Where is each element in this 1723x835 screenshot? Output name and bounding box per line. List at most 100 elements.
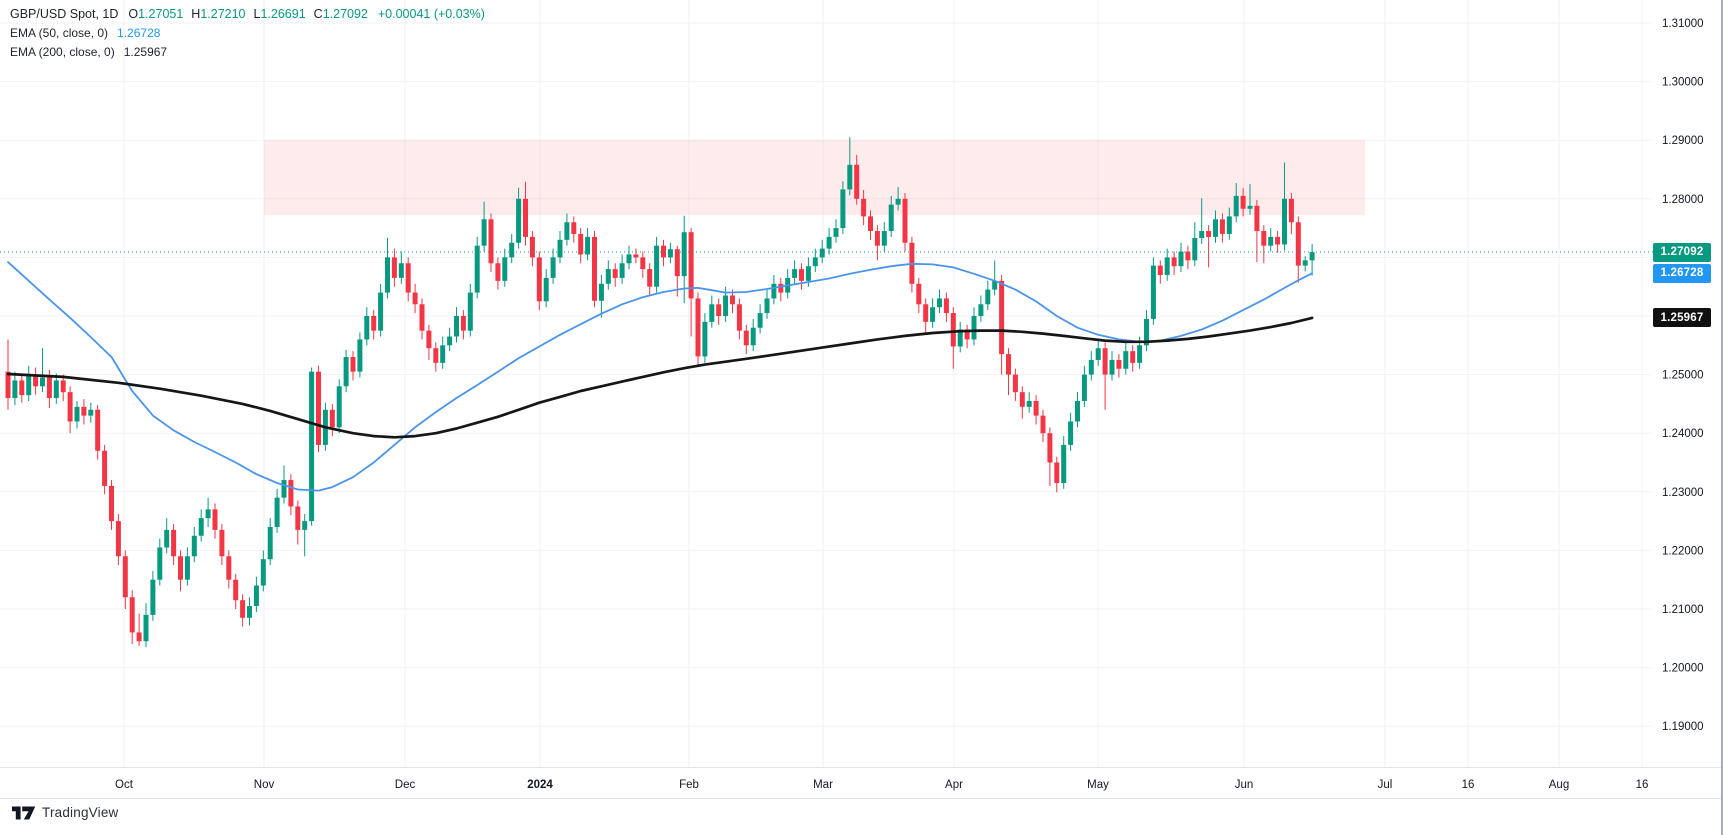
candle-body bbox=[481, 219, 487, 246]
candle-body bbox=[122, 556, 128, 598]
candle-body bbox=[536, 257, 542, 302]
candle-body bbox=[1137, 345, 1143, 363]
candle-body bbox=[336, 386, 342, 428]
candle-body bbox=[640, 257, 646, 270]
candle-body bbox=[516, 198, 522, 243]
candle-body bbox=[971, 316, 977, 340]
candle-body bbox=[398, 263, 404, 278]
candle-body bbox=[129, 597, 135, 633]
close-pair: C1.27092 bbox=[314, 7, 368, 21]
candle-body bbox=[226, 556, 232, 580]
candle-body bbox=[1123, 351, 1129, 369]
candle-body bbox=[357, 339, 363, 372]
candle-body bbox=[1116, 359, 1122, 369]
candle-body bbox=[1144, 318, 1149, 346]
candle-body bbox=[1247, 205, 1253, 209]
tradingview-logo-text: TradingView bbox=[42, 805, 119, 820]
candle-body bbox=[881, 231, 887, 246]
price-tick-label: 1.31000 bbox=[1662, 18, 1704, 30]
close-label: C bbox=[313, 7, 323, 21]
tradingview-logo-icon bbox=[12, 806, 36, 820]
candle-body bbox=[1040, 415, 1046, 434]
candle-body bbox=[405, 263, 411, 293]
ema50-legend-row[interactable]: EMA (50, close, 0) 1.26728 bbox=[10, 26, 485, 45]
time-tick-label[interactable]: Feb bbox=[679, 779, 699, 791]
candle-body bbox=[1109, 359, 1115, 375]
symbol-title: GBP/USD Spot, 1D bbox=[10, 7, 119, 21]
candle-body bbox=[164, 529, 170, 548]
ema200-legend-row[interactable]: EMA (200, close, 0) 1.25967 bbox=[10, 45, 485, 64]
time-tick-label[interactable]: Jul bbox=[1378, 779, 1393, 791]
time-tick-label[interactable]: Oct bbox=[115, 779, 134, 791]
candle-body bbox=[1295, 222, 1301, 266]
time-tick-label[interactable]: Dec bbox=[395, 779, 416, 791]
candle-body bbox=[198, 518, 204, 536]
candle-body bbox=[895, 198, 901, 205]
price-tick-label: 1.30000 bbox=[1662, 77, 1704, 89]
price-tick-label: 1.29000 bbox=[1662, 135, 1704, 147]
candle-body bbox=[1075, 400, 1080, 422]
time-tick-label[interactable]: Apr bbox=[945, 779, 963, 791]
candle-body bbox=[350, 357, 356, 372]
time-tick-label[interactable]: Mar bbox=[813, 779, 833, 791]
high-pair: H1.27210 bbox=[191, 7, 245, 21]
time-tick-label[interactable]: 2024 bbox=[527, 779, 553, 791]
candle-body bbox=[847, 164, 853, 190]
candle-body bbox=[978, 304, 984, 316]
ema50-line[interactable] bbox=[7, 261, 1313, 492]
candle-body bbox=[1171, 257, 1177, 267]
candle-body bbox=[1026, 400, 1032, 407]
time-tick-label[interactable]: 16 bbox=[1462, 779, 1475, 791]
candle-body bbox=[923, 304, 929, 322]
candle-body bbox=[385, 257, 390, 293]
candle-body bbox=[1095, 348, 1101, 360]
candle-body bbox=[26, 374, 32, 396]
candle-body bbox=[19, 380, 25, 396]
candle-body bbox=[343, 357, 349, 387]
candle-body bbox=[1275, 236, 1281, 245]
candle-body bbox=[550, 257, 556, 278]
tradingview-logo[interactable]: TradingView bbox=[12, 805, 119, 820]
time-tick-label[interactable]: May bbox=[1087, 779, 1109, 791]
candle-body bbox=[730, 295, 735, 305]
candle-body bbox=[543, 277, 549, 302]
candle-body bbox=[253, 585, 259, 607]
candle-body bbox=[391, 257, 397, 278]
candle-body bbox=[267, 526, 273, 560]
ema200-line[interactable] bbox=[6, 316, 1314, 439]
candle-body bbox=[1261, 231, 1267, 246]
candle-body bbox=[612, 269, 618, 278]
candle-body bbox=[626, 254, 632, 264]
candle-body bbox=[212, 509, 218, 530]
candle-body bbox=[985, 289, 991, 305]
ema200-label: EMA (200, close, 0) bbox=[10, 45, 115, 59]
candle-body bbox=[184, 556, 190, 580]
candle-body bbox=[1033, 400, 1039, 416]
high-label: H bbox=[191, 7, 201, 21]
candle-body bbox=[1226, 216, 1232, 234]
candle-body bbox=[743, 330, 749, 346]
ema50-value: 1.26728 bbox=[117, 26, 161, 40]
time-tick-label[interactable]: Nov bbox=[254, 779, 275, 791]
candle-body bbox=[371, 316, 377, 331]
candle-body bbox=[81, 406, 87, 416]
candle-body bbox=[60, 380, 66, 393]
time-tick-label[interactable]: 16 bbox=[1636, 779, 1649, 791]
candle-body bbox=[205, 509, 211, 519]
candle-body bbox=[143, 614, 149, 642]
time-tick-label[interactable]: Jun bbox=[1235, 779, 1254, 791]
candle-body bbox=[433, 348, 439, 363]
candle-body bbox=[992, 280, 998, 290]
symbol-legend-row[interactable]: GBP/USD Spot, 1D O1.27051 H1.27210 L1.26… bbox=[10, 7, 485, 26]
candle-body bbox=[598, 283, 604, 301]
candle-body bbox=[488, 219, 494, 264]
price-tick-label: 1.24000 bbox=[1662, 428, 1704, 440]
candle-body bbox=[102, 450, 108, 486]
candle-body bbox=[440, 345, 446, 363]
candle-body bbox=[819, 248, 825, 258]
candle-body bbox=[826, 236, 832, 249]
time-tick-label[interactable]: Aug bbox=[1549, 779, 1569, 791]
candle-body bbox=[5, 371, 11, 399]
